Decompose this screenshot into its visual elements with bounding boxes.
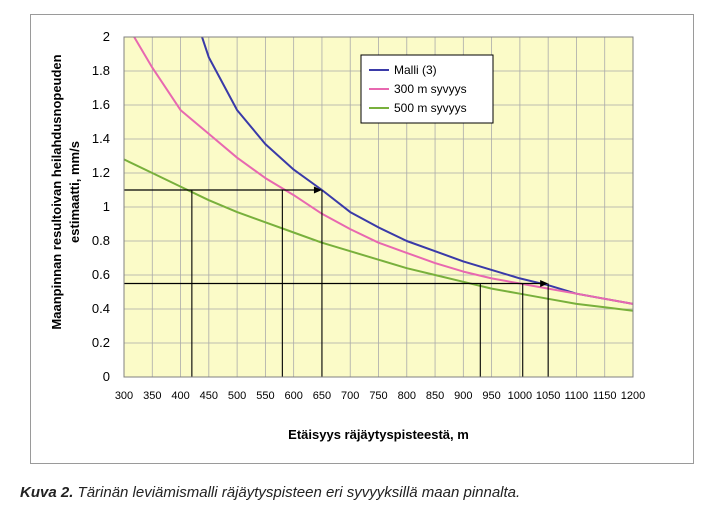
x-tick-label: 600 <box>284 390 302 402</box>
x-tick-label: 1050 <box>536 390 560 402</box>
y-tick-label: 0.4 <box>92 301 110 316</box>
y-axis-title-line2: estimaatti, mm/s <box>67 141 82 243</box>
y-tick-label: 1.8 <box>92 63 110 78</box>
y-axis-title-line1: Maanpinnan resultoivan heilahdusnopeuden <box>49 54 64 329</box>
x-tick-label: 700 <box>341 390 359 402</box>
legend-label-2: 300 m syvyys <box>394 82 467 96</box>
tick-labels: 300 350 400 450 500 550 600 650 700 750 800 850 900 9… <box>92 29 645 402</box>
figure-caption: Kuva 2. Tärinän leviämismalli räjäytyspi… <box>20 484 700 501</box>
threshold-arrowhead-1 <box>313 186 322 194</box>
y-tick-label: 0.8 <box>92 233 110 248</box>
caption-text: Tärinän leviämismalli räjäytyspisteen er… <box>73 484 521 501</box>
x-tick-label: 800 <box>398 390 416 402</box>
y-tick-label: 1.4 <box>92 131 110 146</box>
y-tick-label: 0.2 <box>92 335 110 350</box>
x-tick-label: 350 <box>143 390 161 402</box>
series-line-1 <box>201 37 633 305</box>
y-tick-label: 0.6 <box>92 267 110 282</box>
x-tick-label: 850 <box>426 390 444 402</box>
plot-border <box>123 36 634 378</box>
y-tick-label: 1.2 <box>92 165 110 180</box>
x-tick-label: 400 <box>171 390 189 402</box>
x-tick-label: 550 <box>256 390 274 402</box>
x-tick-label: 1100 <box>565 390 589 402</box>
x-tick-label: 1200 <box>621 390 645 402</box>
x-tick-label: 300 <box>115 390 133 402</box>
x-axis-title: Etäisyys räjäytyspisteestä, m <box>288 427 469 442</box>
threshold-arrowhead-2 <box>540 280 549 287</box>
annotation-layer <box>124 186 549 377</box>
x-tick-label: 1150 <box>593 390 617 402</box>
x-tick-label: 650 <box>313 390 331 402</box>
legend-label-1: Malli (3) <box>394 63 437 77</box>
line-chart: 300 350 400 450 500 550 600 650 700 750 800 850 900 9… <box>49 29 645 442</box>
x-tick-label: 450 <box>200 390 218 402</box>
x-tick-label: 1000 <box>508 390 532 402</box>
figure-frame: 300 350 400 450 500 550 600 650 700 750 800 850 900 9… <box>30 14 694 464</box>
y-tick-label: 1.6 <box>92 97 110 112</box>
x-tick-label: 950 <box>482 390 500 402</box>
x-tick-label: 500 <box>228 390 246 402</box>
legend: Malli (3) 300 m syvyys 500 m syvyys <box>360 54 494 124</box>
x-tick-label: 900 <box>454 390 472 402</box>
y-tick-label: 2 <box>103 29 110 44</box>
y-tick-label: 0 <box>103 369 110 384</box>
caption-label: Kuva 2. <box>20 484 74 501</box>
y-tick-label: 1 <box>103 199 110 214</box>
legend-label-3: 500 m syvyys <box>394 101 467 115</box>
x-tick-label: 750 <box>369 390 387 402</box>
